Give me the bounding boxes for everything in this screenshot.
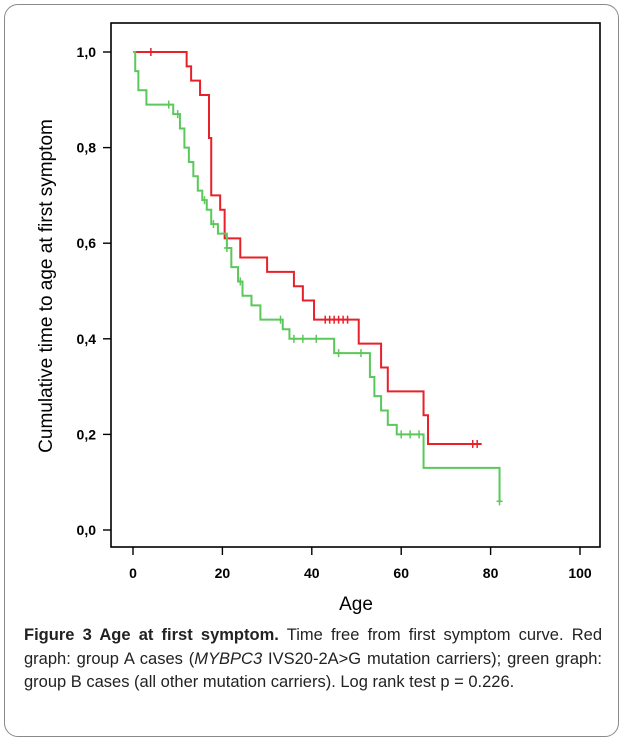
series-1-censor-mark bbox=[496, 497, 503, 506]
series-0-line bbox=[133, 51, 482, 445]
x-tick-label: 20 bbox=[215, 565, 231, 581]
y-tick-label: 0,6 bbox=[77, 235, 97, 251]
series-1-censor-mark bbox=[210, 220, 217, 229]
x-tick-label: 40 bbox=[304, 565, 320, 581]
series-1-line bbox=[133, 51, 501, 502]
series-1-censor-mark bbox=[335, 349, 342, 358]
x-tick-label: 0 bbox=[129, 565, 137, 581]
series-1-censor-mark bbox=[174, 110, 181, 119]
series-1-censor-mark bbox=[277, 315, 284, 324]
x-tick-label: 80 bbox=[483, 565, 499, 581]
y-tick-label: 0,4 bbox=[77, 331, 97, 347]
series-1-censor-mark bbox=[398, 430, 405, 439]
series-1-censor-mark bbox=[223, 243, 230, 252]
figure-frame bbox=[4, 4, 619, 737]
series-1-censor-mark bbox=[407, 430, 414, 439]
y-tick-label: 0,8 bbox=[77, 140, 97, 156]
series-1-censor-mark bbox=[165, 100, 172, 109]
y-tick-label: 0,0 bbox=[77, 522, 97, 538]
caption-title: Figure 3 Age at first symptom. bbox=[24, 626, 279, 644]
caption-text-2: IVS20-2A>G mutation carriers); green gra… bbox=[24, 649, 602, 692]
caption-gene-name: MYBPC3 bbox=[194, 649, 263, 668]
series-0-censor-mark bbox=[474, 439, 481, 448]
x-tick-label: 100 bbox=[568, 565, 592, 581]
y-tick-label: 1,0 bbox=[77, 44, 97, 60]
x-axis-label: Age bbox=[339, 594, 373, 615]
series-1-censor-mark bbox=[299, 334, 306, 343]
series-1-censor-mark bbox=[416, 430, 423, 439]
series-1-censor-mark bbox=[357, 349, 364, 358]
series-1-censor-mark bbox=[237, 277, 244, 286]
y-axis-label: Cumulative time to age at first symptom bbox=[36, 119, 57, 453]
km-chart: 0 20 40 60 80 100 0,0 0,2 0,4 0,6 0,8 1,0 Age Cumul… bbox=[36, 22, 601, 615]
figure-caption: Figure 3 Age at first symptom. Time free… bbox=[24, 624, 602, 695]
series-0-censor-mark bbox=[147, 48, 154, 56]
series-1-censor-mark bbox=[313, 334, 320, 343]
series-1-censor-mark bbox=[201, 196, 208, 205]
series-0-censor-mark bbox=[344, 315, 351, 324]
plot-border bbox=[110, 22, 601, 548]
series-1-censor-mark bbox=[290, 334, 297, 343]
y-tick-label: 0,2 bbox=[77, 426, 97, 442]
caption-text-1: Time free from first symptom curve. Red … bbox=[24, 626, 603, 668]
x-tick-label: 60 bbox=[393, 565, 409, 581]
